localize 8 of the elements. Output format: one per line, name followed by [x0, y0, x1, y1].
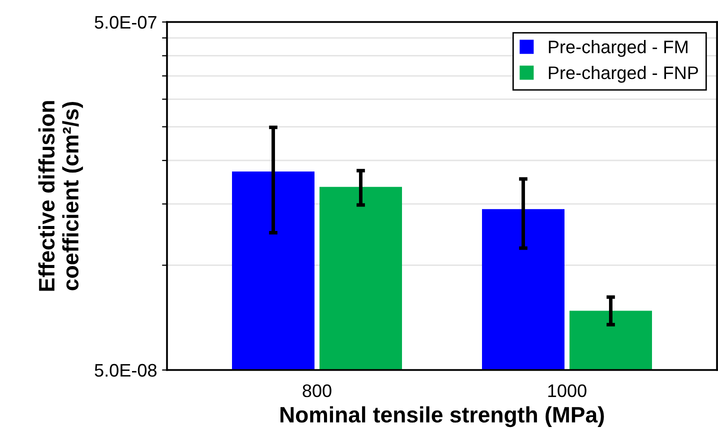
- x-tick-label: 1000: [548, 384, 586, 398]
- legend-label: Pre-charged - FM: [548, 40, 688, 57]
- y-tick-label: 5.0E-07: [94, 16, 156, 29]
- y-axis-title: Effective diffusion coefficient (cm²/s): [38, 101, 83, 291]
- legend-label: Pre-charged - FNP: [548, 66, 698, 83]
- y-tick-label: 5.0E-08: [94, 364, 156, 377]
- x-axis-title: Nominal tensile strength (MPa): [280, 406, 604, 428]
- x-tick-label: 800: [302, 384, 332, 398]
